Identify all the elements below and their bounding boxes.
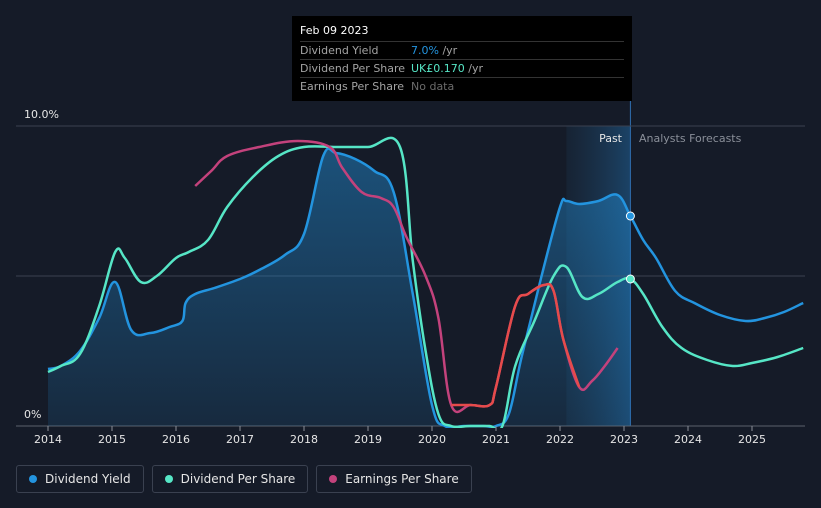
earnings-per-share-negative-line xyxy=(451,282,581,408)
x-tick-label: 2015 xyxy=(98,433,126,446)
tooltip: Feb 09 2023 Dividend Yield 7.0% /yr Divi… xyxy=(292,16,632,101)
x-tick-label: 2017 xyxy=(226,433,254,446)
tooltip-eps-label: Earnings Per Share xyxy=(300,80,405,93)
legend-label-dividend-yield: Dividend Yield xyxy=(45,472,131,486)
tooltip-yield-label: Dividend Yield xyxy=(300,44,379,57)
legend-label-dividend-per-share: Dividend Per Share xyxy=(180,472,296,486)
dividend-yield-marker xyxy=(625,211,635,221)
legend: Dividend Yield Dividend Per Share Earnin… xyxy=(16,465,472,493)
earnings-per-share-dot-icon xyxy=(329,475,338,483)
x-tick-label: 2014 xyxy=(34,433,62,446)
y-tick-label: 10.0% xyxy=(24,108,59,121)
tooltip-dps-value: UK£0.170 xyxy=(411,62,465,75)
dividend-per-share-marker xyxy=(625,274,635,284)
tooltip-yield-unit: /yr xyxy=(438,44,458,57)
dividend-yield-line xyxy=(47,147,804,428)
legend-item-dividend-yield[interactable]: Dividend Yield xyxy=(16,465,144,493)
tooltip-date: Feb 09 2023 xyxy=(300,24,369,37)
tooltip-row-eps: Earnings Per Share No data xyxy=(300,77,624,95)
dividend-per-share-line xyxy=(47,136,804,428)
tooltip-row-dps: Dividend Per Share UK£0.170 /yr xyxy=(300,59,624,77)
dividend-yield-area xyxy=(48,148,631,428)
x-tick-label: 2016 xyxy=(162,433,190,446)
forecast-label: Analysts Forecasts xyxy=(639,132,742,145)
tooltip-yield-value: 7.0% xyxy=(411,44,439,57)
x-tick-label: 2019 xyxy=(354,433,382,446)
tooltip-dps-unit: /yr xyxy=(464,62,484,75)
x-tick-label: 2024 xyxy=(674,433,702,446)
y-tick-label: 0% xyxy=(24,408,41,421)
x-tick-label: 2025 xyxy=(738,433,766,446)
x-tick-label: 2018 xyxy=(290,433,318,446)
x-tick-label: 2022 xyxy=(546,433,574,446)
dividend-yield-dot-icon xyxy=(29,475,37,483)
legend-item-earnings-per-share[interactable]: Earnings Per Share xyxy=(316,465,472,493)
dividend-per-share-dot-icon xyxy=(164,475,173,483)
x-tick-label: 2020 xyxy=(418,433,446,446)
tooltip-row-yield: Dividend Yield 7.0% /yr xyxy=(300,41,624,59)
tooltip-dps-label: Dividend Per Share xyxy=(300,62,406,75)
x-tick-label: 2023 xyxy=(610,433,638,446)
past-label: Past xyxy=(599,132,623,145)
tooltip-eps-value: No data xyxy=(411,80,455,93)
x-tick-label: 2021 xyxy=(482,433,510,446)
legend-item-dividend-per-share[interactable]: Dividend Per Share xyxy=(151,465,309,493)
legend-label-earnings-per-share: Earnings Per Share xyxy=(345,472,459,486)
